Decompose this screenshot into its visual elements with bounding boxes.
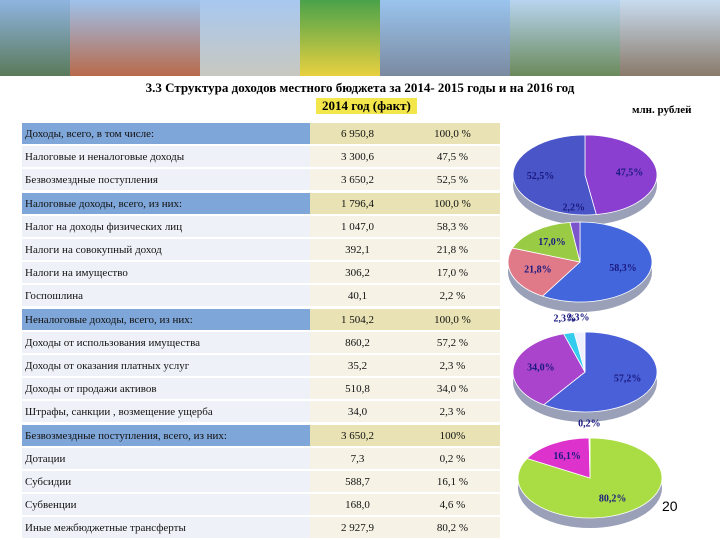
table-cell: 80,2 % <box>405 517 500 540</box>
table-cell: Безвозмездные поступления <box>22 169 310 192</box>
pie-label: 16,1% <box>553 451 581 462</box>
table-cell: Безвозмездные поступления, всего, из них… <box>22 424 310 447</box>
pie-label: 17,0% <box>538 237 566 248</box>
table-cell: 306,2 <box>310 262 405 285</box>
table-cell: 1 047,0 <box>310 215 405 238</box>
table-cell: 35,2 <box>310 355 405 377</box>
pie-label: 57,2% <box>614 374 642 385</box>
table-cell: Налоги на имущество <box>22 262 310 285</box>
pie-label: 0,2% <box>578 418 601 429</box>
table-cell: 2 927,9 <box>310 517 405 540</box>
table-cell: Штрафы, санкции , возмещение ущерба <box>22 401 310 424</box>
table-cell: 100,0 % <box>405 192 500 215</box>
table-cell: 3 300,6 <box>310 146 405 169</box>
pie-slice <box>512 333 586 406</box>
table-cell: Госпошлина <box>22 285 310 308</box>
table-cell: 2,3 % <box>405 401 500 424</box>
units: млн. рублей <box>632 104 692 116</box>
pie-label: 52,5% <box>527 171 555 182</box>
pie-slice <box>573 331 586 373</box>
photo <box>200 0 300 76</box>
table-cell: 100,0 % <box>405 123 500 145</box>
pie-label: 47,5% <box>616 167 644 178</box>
table-cell: 2,3 % <box>405 355 500 377</box>
table-cell: 3 650,2 <box>310 424 405 447</box>
photo <box>510 0 620 76</box>
table-cell: 40,1 <box>310 285 405 308</box>
pie-label: 34,0% <box>527 362 555 373</box>
pie-label: 2,3% <box>554 314 577 325</box>
table-cell: 0,2 % <box>405 447 500 470</box>
table-cell: 1 504,2 <box>310 308 405 331</box>
photo <box>0 0 70 76</box>
table-cell: Доходы, всего, в том числе: <box>22 123 310 145</box>
table-cell: 34,0 % <box>405 378 500 401</box>
table-cell: Субвенции <box>22 494 310 517</box>
pie-slice <box>507 247 581 297</box>
page-number: 20 <box>662 498 678 514</box>
pie-slice <box>584 134 658 215</box>
emblem <box>300 0 380 76</box>
table-cell: 52,5 % <box>405 169 500 192</box>
table-cell: 21,8 % <box>405 239 500 261</box>
pie-slice <box>588 437 591 479</box>
photo <box>620 0 720 76</box>
table-cell: Дотации <box>22 447 310 470</box>
table-cell: 16,1 % <box>405 471 500 493</box>
table-cell: 168,0 <box>310 494 405 517</box>
table-cell: 860,2 <box>310 331 405 354</box>
table-cell: 100,0 % <box>405 308 500 331</box>
pie-slice <box>512 134 597 216</box>
subtitle: 2014 год (факт) <box>316 98 417 114</box>
table-cell: 2,2 % <box>405 285 500 308</box>
table-cell: 392,1 <box>310 239 405 261</box>
table-cell: Налоговые доходы, всего, из них: <box>22 192 310 215</box>
table-cell: Неналоговые доходы, всего, из них: <box>22 308 310 331</box>
table-cell: Доходы от оказания платных услуг <box>22 355 310 377</box>
table-cell: Доходы от продажи активов <box>22 378 310 401</box>
table-cell: 4,6 % <box>405 494 500 517</box>
table-cell: 47,5 % <box>405 146 500 169</box>
table-cell: 57,2 % <box>405 331 500 354</box>
pie-label: 21,8% <box>524 264 552 275</box>
title: 3.3 Структура доходов местного бюджета з… <box>145 80 575 95</box>
pie-slice <box>511 221 581 263</box>
table-cell: 7,3 <box>310 447 405 470</box>
pie-slice <box>541 221 653 303</box>
table-cell: 58,3 % <box>405 215 500 238</box>
pie-slice <box>526 437 591 479</box>
pie-label: 2,2% <box>562 202 585 213</box>
table-cell: Налог на доходы физических лиц <box>22 215 310 238</box>
pie-slice <box>542 331 658 413</box>
table-cell: 17,0 % <box>405 262 500 285</box>
table-cell: 1 796,4 <box>310 192 405 215</box>
pie-label: 80,2% <box>599 494 627 505</box>
pie-slice <box>569 221 581 263</box>
table-cell: 6 950,8 <box>310 123 405 145</box>
table-cell: 510,8 <box>310 378 405 401</box>
photo <box>380 0 510 76</box>
table-cell: 3 650,2 <box>310 169 405 192</box>
table-cell: Иные межбюджетные трансферты <box>22 517 310 540</box>
table-cell: Доходы от использования имущества <box>22 331 310 354</box>
table-cell: 100% <box>405 424 500 447</box>
photo <box>70 0 200 76</box>
table-cell: Налоги на совокупный доход <box>22 239 310 261</box>
table-cell: Субсидии <box>22 471 310 493</box>
table-cell: 34,0 <box>310 401 405 424</box>
table-cell: 588,7 <box>310 471 405 493</box>
pie-label: 2,3% <box>567 312 590 323</box>
table-cell: Налоговые и неналоговые доходы <box>22 146 310 169</box>
pie-label: 58,3% <box>609 263 637 274</box>
